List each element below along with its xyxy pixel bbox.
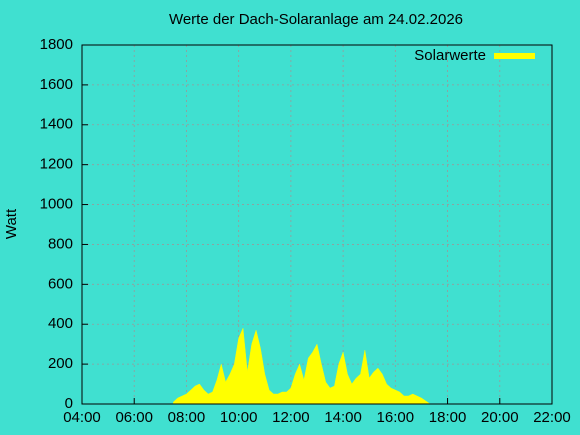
y-axis-label: Watt [3, 208, 20, 239]
x-tick-label: 10:00 [220, 409, 258, 426]
y-tick-label: 1600 [40, 76, 73, 93]
legend-label: Solarwerte [414, 47, 486, 64]
y-tick-label: 1200 [40, 156, 73, 173]
plot-border [81, 44, 553, 405]
y-tick-label: 800 [48, 235, 73, 252]
legend-swatch [494, 53, 535, 59]
y-tick-label: 400 [48, 315, 73, 332]
y-tick-label: 200 [48, 355, 73, 372]
y-tick-label: 1000 [40, 196, 73, 213]
y-tick-label: 0 [65, 395, 73, 412]
x-tick-label: 16:00 [377, 409, 415, 426]
x-tick-label: 04:00 [63, 409, 101, 426]
x-tick-label: 12:00 [272, 409, 310, 426]
x-tick-label: 06:00 [115, 409, 153, 426]
x-tick-label: 14:00 [324, 409, 362, 426]
x-tick-label: 18:00 [429, 409, 467, 426]
x-tick-label: 08:00 [168, 409, 206, 426]
y-tick-label: 1400 [40, 116, 73, 133]
chart-title: Werte der Dach-Solaranlage am 24.02.2026 [169, 11, 463, 28]
y-tick-label: 600 [48, 275, 73, 292]
area [173, 327, 431, 405]
y-tick-label: 1800 [40, 36, 73, 53]
x-tick-label: 20:00 [481, 409, 519, 426]
x-tick-label: 22:00 [533, 409, 571, 426]
